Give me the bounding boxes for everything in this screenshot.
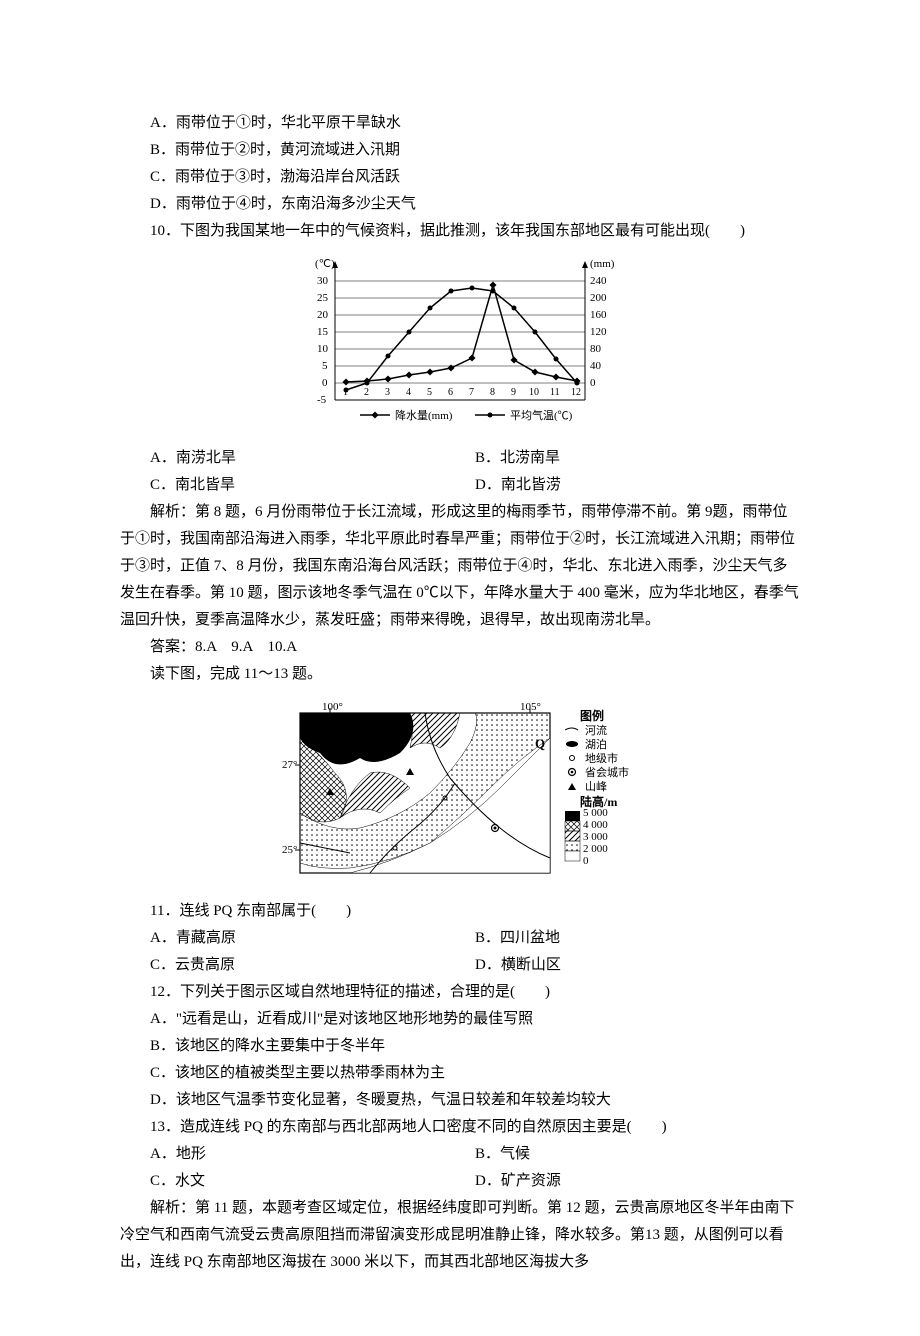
option-10b: B．北涝南旱 (475, 445, 800, 472)
svg-text:15: 15 (317, 326, 329, 338)
answers-8-10: 答案：8.A 9.A 10.A (120, 634, 800, 661)
right-axis-label: (mm) (590, 258, 615, 270)
grid (335, 281, 585, 383)
option-10a: A．南涝北旱 (150, 445, 475, 472)
svg-text:5: 5 (427, 387, 432, 398)
svg-text:降水量(mm): 降水量(mm) (395, 408, 453, 422)
option-13b: B．气候 (475, 1141, 800, 1168)
map-legend: 图例 河流 湖泊 地级市 省会城市 山峰 陆高/m 5 000 4 000 3 … (565, 708, 629, 867)
svg-text:7: 7 (469, 387, 474, 398)
svg-text:3 000: 3 000 (583, 831, 608, 843)
q11-text: 11．连线 PQ 东南部属于( ) (120, 898, 800, 925)
option-9d: D．雨带位于④时，东南沿海多沙尘天气 (120, 191, 800, 218)
option-13c: C．水文 (150, 1168, 475, 1195)
svg-text:11: 11 (550, 387, 560, 398)
option-9b: B．雨带位于②时，黄河流域进入汛期 (120, 137, 800, 164)
option-11a: A．青藏高原 (150, 925, 475, 952)
q12-text: 12．下列关于图示区域自然地理特征的描述，合理的是( ) (120, 979, 800, 1006)
svg-text:省会城市: 省会城市 (585, 765, 629, 779)
svg-text:2 000: 2 000 (583, 843, 608, 855)
option-12d: D．该地区气温季节变化显著，冬暖夏热，气温日较差和年较差均较大 (120, 1087, 800, 1114)
svg-text:9: 9 (511, 387, 516, 398)
svg-text:河流: 河流 (585, 723, 607, 737)
explanation-11-13: 解析：第 11 题，本题考查区域定位，根据经纬度即可判断。第 12 题，云贵高原… (120, 1195, 800, 1276)
svg-text:5 000: 5 000 (583, 807, 608, 819)
svg-text:3: 3 (385, 387, 390, 398)
svg-text:120: 120 (590, 326, 607, 338)
svg-text:山峰: 山峰 (585, 780, 607, 793)
explanation-8-10: 解析：第 8 题，6 月份雨带位于长江流域，形成这里的梅雨季节，雨带停滞不前。第… (120, 499, 800, 634)
svg-text:30: 30 (317, 275, 329, 287)
svg-text:4: 4 (406, 387, 411, 398)
x-ticks: 1 2 3 4 5 6 7 8 9 10 11 12 (343, 387, 581, 398)
svg-text:0: 0 (583, 855, 589, 867)
option-9a: A．雨带位于①时，华北平原干旱缺水 (120, 110, 800, 137)
svg-text:0: 0 (590, 377, 596, 389)
svg-text:240: 240 (590, 275, 607, 287)
svg-text:80: 80 (590, 343, 602, 355)
svg-text:湖泊: 湖泊 (585, 738, 607, 751)
svg-text:5: 5 (322, 360, 328, 372)
left-ticks: -5 0 5 10 15 20 25 30 (317, 275, 329, 406)
option-10d: D．南北皆涝 (475, 472, 800, 499)
option-12a: A．"远看是山，近看成川"是对该地区地形地势的最佳写照 (120, 1006, 800, 1033)
svg-text:0: 0 (322, 377, 328, 389)
point-q: Q (535, 736, 545, 751)
precip-markers (342, 281, 580, 385)
climate-chart: (℃) (mm) -5 0 5 10 15 20 25 30 0 40 80 1… (120, 255, 800, 435)
point-p: P (312, 716, 320, 731)
svg-text:20: 20 (317, 309, 329, 321)
option-13a: A．地形 (150, 1141, 475, 1168)
svg-text:2: 2 (364, 387, 369, 398)
svg-text:6: 6 (448, 387, 453, 398)
svg-text:地级市: 地级市 (585, 751, 618, 765)
option-11d: D．横断山区 (475, 952, 800, 979)
right-ticks: 0 40 80 120 160 200 240 (590, 275, 607, 389)
option-11c: C．云贵高原 (150, 952, 475, 979)
svg-text:平均气温(℃): 平均气温(℃) (510, 408, 573, 422)
precip-line (346, 285, 577, 382)
svg-text:4 000: 4 000 (583, 819, 608, 831)
svg-text:160: 160 (590, 309, 607, 321)
q11-intro: 读下图，完成 11～13 题。 (120, 661, 800, 688)
svg-text:200: 200 (590, 292, 607, 304)
svg-text:8: 8 (490, 387, 495, 398)
svg-text:10: 10 (529, 387, 539, 398)
svg-text:-5: -5 (317, 394, 327, 406)
q13-text: 13．造成连线 PQ 的东南部与西北部两地人口密度不同的自然原因主要是( ) (120, 1114, 800, 1141)
topographic-map: 100° 105° 27° 25° (120, 698, 800, 888)
svg-text:12: 12 (571, 387, 581, 398)
svg-text:10: 10 (317, 343, 329, 355)
temp-markers (344, 286, 580, 393)
svg-text:图例: 图例 (580, 708, 604, 723)
option-9c: C．雨带位于③时，渤海沿岸台风活跃 (120, 164, 800, 191)
q10-intro: 10．下图为我国某地一年中的气候资料，据此推测，该年我国东部地区最有可能出现( … (120, 218, 800, 245)
chart-legend: 降水量(mm) 平均气温(℃) (360, 408, 573, 422)
option-11b: B．四川盆地 (475, 925, 800, 952)
option-13d: D．矿产资源 (475, 1168, 800, 1195)
svg-text:40: 40 (590, 360, 602, 372)
option-12c: C．该地区的植被类型主要以热带季雨林为主 (120, 1060, 800, 1087)
svg-text:25: 25 (317, 292, 329, 304)
temp-line (346, 288, 577, 390)
left-axis-label: (℃) (315, 258, 335, 270)
lon-100: 100° (322, 701, 343, 713)
option-12b: B．该地区的降水主要集中于冬半年 (120, 1033, 800, 1060)
option-10c: C．南北皆旱 (150, 472, 475, 499)
